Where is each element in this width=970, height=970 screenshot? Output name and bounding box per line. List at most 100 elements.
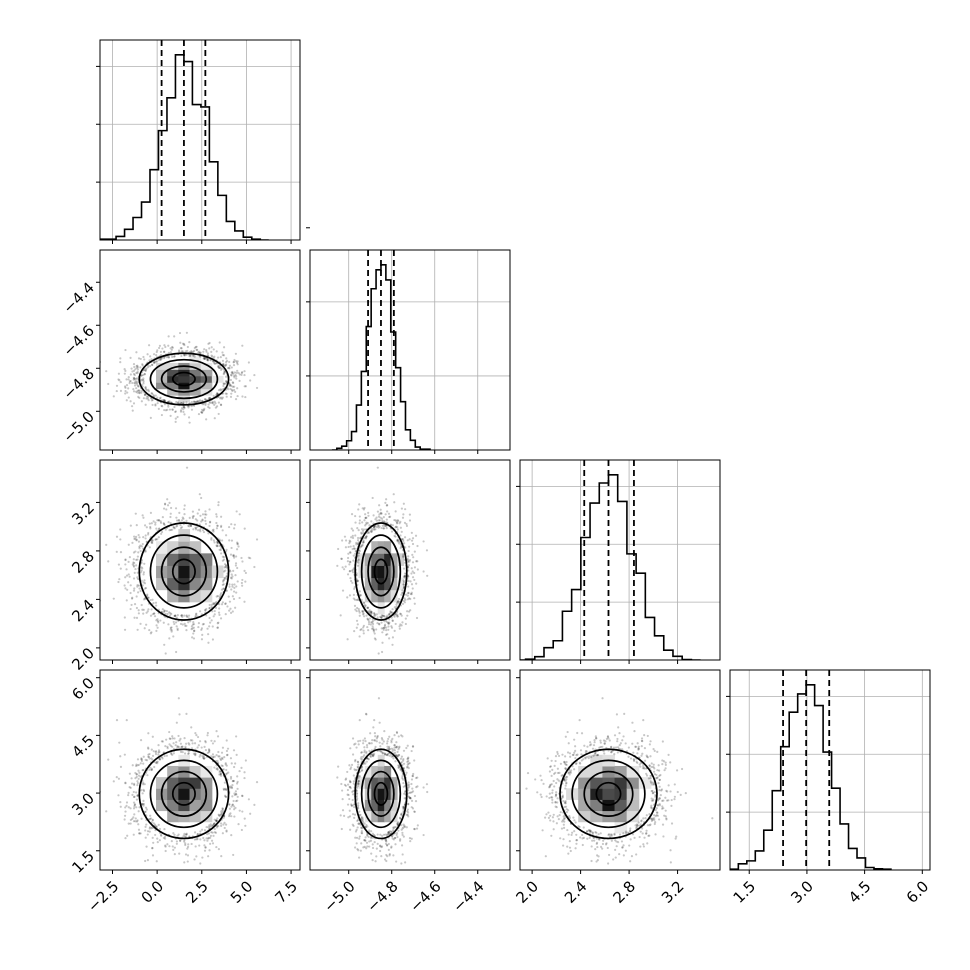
scatter-point	[199, 740, 202, 743]
scatter-point	[180, 526, 184, 529]
scatter-point	[380, 616, 383, 619]
scatter-point	[564, 784, 567, 787]
scatter-point	[578, 825, 581, 829]
scatter-point	[374, 735, 377, 738]
scatter-point	[130, 367, 133, 370]
scatter-point	[574, 749, 577, 752]
scatter-point	[173, 853, 176, 856]
scatter-point	[243, 771, 246, 774]
scatter-point	[163, 609, 166, 612]
scatter-point	[363, 845, 366, 848]
scatter-point	[539, 793, 542, 796]
scatter-point	[200, 828, 204, 831]
scatter-point	[358, 635, 361, 638]
scatter-point	[635, 760, 638, 763]
scatter-point	[349, 577, 352, 580]
scatter-point	[227, 595, 230, 598]
scatter-point	[400, 812, 403, 815]
scatter-point	[115, 550, 118, 553]
scatter-point	[133, 381, 136, 385]
scatter-point	[402, 757, 405, 761]
scatter-point	[221, 757, 224, 761]
scatter-point	[204, 519, 207, 523]
scatter-point	[646, 734, 649, 738]
scatter-point	[357, 561, 360, 564]
scatter-point	[150, 768, 153, 772]
scatter-point	[374, 518, 377, 521]
scatter-point	[129, 822, 132, 825]
scatter-point	[152, 394, 155, 397]
scatter-point	[229, 785, 232, 788]
x-tick-label-0: −2.5	[84, 877, 122, 915]
scatter-point	[388, 613, 391, 616]
scatter-point	[149, 814, 152, 817]
scatter-point	[191, 742, 194, 745]
scatter-point	[561, 795, 564, 798]
scatter-point	[621, 748, 624, 751]
scatter-point	[550, 774, 553, 778]
scatter-point	[371, 859, 374, 862]
scatter-point	[129, 400, 132, 403]
scatter-point	[136, 585, 139, 588]
scatter-point	[554, 755, 558, 758]
density-bin	[200, 810, 213, 823]
scatter-point	[406, 784, 410, 787]
scatter-point	[377, 519, 380, 522]
scatter-point	[200, 627, 204, 630]
scatter-point	[206, 358, 209, 361]
scatter-point	[126, 588, 129, 591]
scatter-point	[645, 772, 648, 775]
scatter-point	[356, 527, 359, 530]
scatter-point	[391, 829, 395, 832]
scatter-point	[241, 794, 244, 798]
scatter-point	[358, 856, 361, 859]
scatter-point	[367, 619, 370, 622]
scatter-point	[614, 856, 617, 859]
scatter-point	[146, 833, 149, 836]
scatter-point	[363, 746, 366, 749]
scatter-point	[367, 835, 370, 839]
scatter-point	[378, 749, 381, 752]
scatter-point	[209, 520, 212, 523]
scatter-point	[119, 567, 122, 570]
scatter-point	[218, 607, 221, 610]
scatter-point	[369, 623, 373, 626]
scatter-point	[403, 536, 407, 539]
scatter-point	[659, 773, 662, 777]
scatter-point	[213, 403, 216, 407]
scatter-point	[208, 396, 212, 399]
scatter-point	[213, 417, 216, 420]
scatter-point	[350, 763, 354, 766]
scatter-point	[206, 352, 210, 355]
scatter-point	[166, 745, 169, 748]
scatter-point	[658, 797, 661, 800]
scatter-point	[375, 525, 378, 529]
scatter-point	[220, 813, 223, 816]
scatter-point	[396, 539, 399, 542]
scatter-point	[556, 778, 559, 781]
scatter-point	[143, 810, 147, 813]
scatter-point	[387, 833, 390, 836]
scatter-point	[409, 580, 412, 583]
scatter-point	[657, 782, 660, 785]
scatter-point	[396, 539, 400, 542]
scatter-point	[659, 793, 662, 797]
scatter-point	[174, 410, 177, 413]
scatter-point	[364, 740, 367, 743]
scatter-point	[141, 608, 144, 611]
scatter-point	[366, 833, 369, 836]
scatter-point	[222, 579, 225, 582]
scatter-point	[599, 741, 602, 744]
scatter-point	[117, 378, 120, 381]
scatter-point	[401, 776, 404, 780]
scatter-point	[336, 776, 339, 779]
scatter-point	[400, 614, 403, 617]
scatter-point	[562, 799, 565, 803]
scatter-point	[140, 400, 143, 403]
scatter-point	[640, 744, 643, 748]
scatter-point	[217, 755, 220, 758]
scatter-point	[215, 513, 218, 516]
scatter-point	[200, 628, 203, 631]
scatter-point	[370, 852, 373, 855]
scatter-point	[217, 611, 221, 614]
